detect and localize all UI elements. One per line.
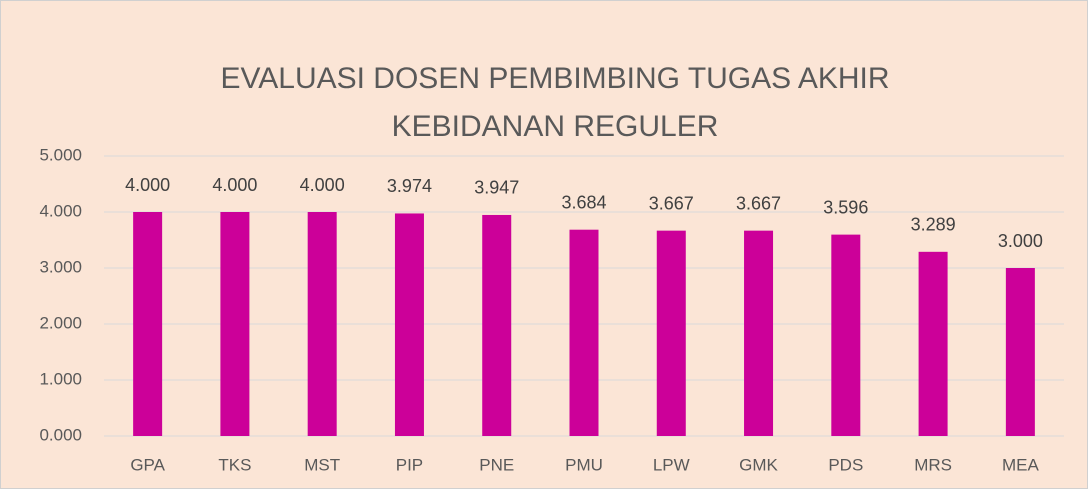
value-label: 3.947: [474, 178, 519, 198]
y-tick-label: 4.000: [39, 201, 82, 220]
x-tick-label: GMK: [739, 455, 778, 474]
x-tick-label: MEA: [1002, 455, 1040, 474]
y-tick-label: 3.000: [39, 257, 82, 276]
bar: [744, 230, 774, 436]
bar: [307, 212, 337, 436]
y-tick-label: 2.000: [39, 313, 82, 332]
x-tick-label: PMU: [565, 455, 603, 474]
x-tick-label: LPW: [653, 455, 690, 474]
value-label: 3.596: [823, 197, 868, 217]
bar: [831, 234, 861, 436]
x-tick-label: PIP: [396, 455, 423, 474]
bar: [133, 212, 163, 436]
x-tick-label: TKS: [218, 455, 251, 474]
x-tick-label: PNE: [479, 455, 514, 474]
value-label: 3.974: [387, 176, 432, 196]
bar: [656, 230, 686, 436]
chart-title: KEBIDANAN REGULER: [392, 110, 719, 143]
value-label: 3.667: [649, 193, 694, 213]
value-label: 3.684: [561, 192, 606, 212]
value-label: 4.000: [125, 175, 170, 195]
value-label: 4.000: [300, 175, 345, 195]
y-tick-label: 1.000: [39, 369, 82, 388]
bar: [569, 229, 599, 436]
bar: [482, 214, 512, 436]
value-label: 4.000: [212, 175, 257, 195]
value-label: 3.667: [736, 193, 781, 213]
value-label: 3.000: [998, 231, 1043, 251]
value-label: 3.289: [911, 215, 956, 235]
bar: [220, 212, 250, 436]
x-tick-label: MRS: [914, 455, 952, 474]
y-tick-label: 0.000: [39, 425, 82, 444]
x-tick-label: MST: [304, 455, 340, 474]
bar: [918, 251, 948, 436]
x-tick-label: PDS: [828, 455, 863, 474]
bar: [394, 213, 424, 436]
chart-title: EVALUASI DOSEN PEMBIMBING TUGAS AKHIR: [220, 62, 889, 95]
bar: [1005, 268, 1035, 436]
y-tick-label: 5.000: [39, 145, 82, 164]
x-tick-label: GPA: [130, 455, 165, 474]
